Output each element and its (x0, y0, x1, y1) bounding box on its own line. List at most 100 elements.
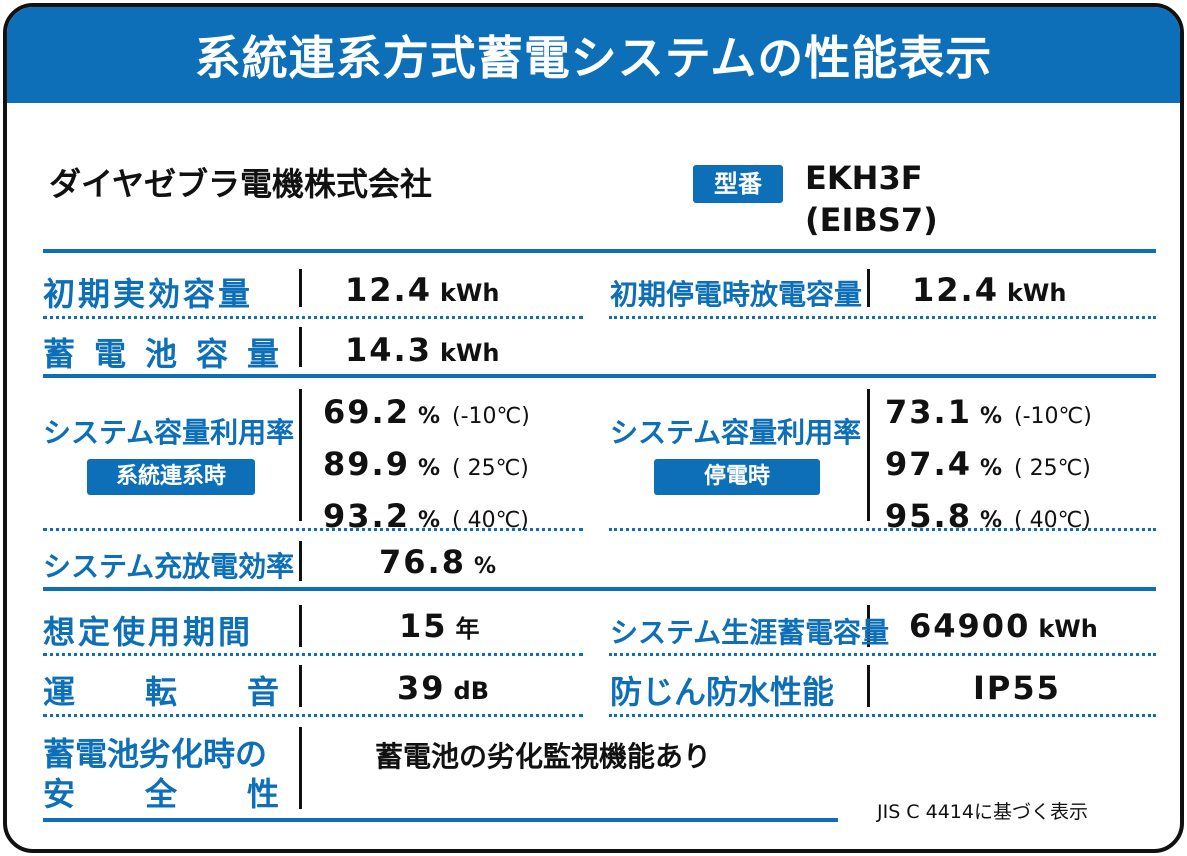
utilization-value: 97.4 (885, 445, 972, 483)
separator (299, 727, 302, 809)
jis-footnote: JIS C 4414に基づく表示 (877, 801, 1088, 823)
initial-outage-capacity-number: 12.4 (912, 271, 999, 309)
temperature-condition: ( 25℃) (452, 456, 529, 481)
utilization-value: 69.2 (323, 393, 410, 431)
initial-capacity-value: 12.4 kWh (345, 271, 499, 309)
efficiency-label: システム充放電効率 (43, 550, 295, 583)
separator (299, 269, 302, 307)
lifetime-capacity-label: システム生涯蓄電容量 (610, 616, 890, 649)
percent-unit: % (979, 404, 1002, 429)
label-char: 運 (43, 673, 76, 711)
initial-outage-capacity-unit: kWh (1006, 279, 1067, 307)
separator (299, 389, 302, 521)
divider-utilization (43, 374, 1156, 378)
efficiency-value: 76.8% (379, 543, 496, 581)
utilization-outage-entry: 95.8% ( 40℃) (885, 493, 1092, 545)
model-number: EKH3F (EIBS7) (805, 157, 938, 241)
temperature-condition: ( 25℃) (1014, 456, 1091, 481)
utilization-value: 89.9 (323, 445, 410, 483)
separator (299, 327, 302, 367)
efficiency-unit: % (473, 554, 496, 579)
lifetime-capacity-value: 64900 kWh (909, 607, 1098, 645)
divider-lifetime (43, 587, 1156, 591)
divider-top (43, 249, 1156, 253)
noise-value: 39 dB (397, 669, 489, 707)
model-line-1: EKH3F (805, 159, 923, 197)
initial-outage-capacity-label: 初期停電時放電容量 (610, 278, 863, 311)
battery-capacity-unit: kWh (439, 339, 500, 367)
battery-capacity-label: 蓄 電 池 容 量 (43, 329, 279, 375)
initial-capacity-unit: kWh (439, 279, 500, 307)
utilization-outage-label: システム容量利用率 (610, 416, 862, 449)
lifetime-capacity-unit: kWh (1038, 615, 1098, 643)
safety-label-line-2: 安 全 性 (43, 769, 279, 815)
model-line-2: (EIBS7) (805, 201, 938, 239)
utilization-outage-badge: 停電時 (654, 459, 820, 495)
dotted-line (609, 528, 1156, 531)
protection-value: IP55 (973, 669, 1061, 707)
label-char: 全 (144, 775, 177, 813)
percent-unit: % (979, 508, 1002, 533)
label-char: 安 (43, 775, 76, 813)
lifetime-number: 15 (399, 607, 448, 645)
separator (299, 541, 302, 581)
separator (867, 389, 870, 521)
safety-value: 蓄電池の劣化監視機能あり (375, 740, 712, 773)
dotted-line (43, 528, 583, 531)
dotted-line (609, 714, 1156, 717)
label-char: 転 (144, 673, 177, 711)
battery-capacity-value: 14.3 kWh (345, 331, 499, 369)
temperature-condition: (-10℃) (1014, 404, 1092, 429)
label-char: 量 (246, 335, 279, 373)
safety-label-line-1: 蓄電池劣化時の (43, 735, 268, 773)
utilization-grid-values: 69.2% (-10℃) 89.9% ( 25℃) 93.2% ( 40℃) (323, 389, 530, 545)
battery-capacity-number: 14.3 (345, 331, 432, 369)
noise-label: 運 転 音 (43, 667, 279, 713)
utilization-outage-entry: 97.4% ( 25℃) (885, 441, 1092, 493)
protection-label: 防じん防水性能 (610, 673, 835, 711)
utilization-grid-label: システム容量利用率 (43, 416, 295, 449)
utilization-outage-entry: 73.1% (-10℃) (885, 389, 1092, 441)
percent-unit: % (417, 456, 440, 481)
initial-capacity-number: 12.4 (345, 271, 432, 309)
separator (299, 605, 302, 647)
lifetime-value: 15 年 (399, 607, 480, 645)
utilization-outage-values: 73.1% (-10℃) 97.4% ( 25℃) 95.8% ( 40℃) (885, 389, 1092, 545)
noise-number: 39 (397, 669, 446, 707)
utilization-value: 93.2 (323, 497, 410, 535)
percent-unit: % (417, 404, 440, 429)
temperature-condition: ( 40℃) (1014, 508, 1091, 533)
dotted-line (609, 316, 1156, 319)
label-char: 容 (195, 335, 228, 373)
divider-bottom (43, 818, 838, 822)
company-name: ダイヤゼブラ電機株式会社 (49, 165, 433, 203)
dotted-line (43, 316, 583, 319)
temperature-condition: (-10℃) (452, 404, 530, 429)
label-char: 性 (246, 775, 279, 813)
dotted-line (43, 653, 583, 656)
noise-unit: dB (453, 677, 490, 705)
separator (867, 269, 870, 307)
utilization-value: 95.8 (885, 497, 972, 535)
percent-unit: % (417, 508, 440, 533)
label-char: 電 (93, 335, 126, 373)
label-char: 池 (144, 335, 177, 373)
lifetime-label: 想定使用期間 (43, 613, 254, 651)
utilization-value: 73.1 (885, 393, 972, 431)
label-char: 音 (246, 673, 279, 711)
dotted-line (43, 714, 583, 717)
utilization-grid-entry: 89.9% ( 25℃) (323, 441, 530, 493)
lifetime-unit: 年 (455, 615, 480, 643)
dotted-line (609, 653, 1156, 656)
lifetime-capacity-number: 64900 (909, 607, 1031, 645)
initial-outage-capacity-value: 12.4 kWh (912, 271, 1066, 309)
utilization-grid-entry: 69.2% (-10℃) (323, 389, 530, 441)
percent-unit: % (979, 456, 1002, 481)
separator (867, 665, 870, 707)
label-char: 蓄 (43, 335, 76, 373)
utilization-grid-entry: 93.2% ( 40℃) (323, 493, 530, 545)
separator (867, 605, 870, 647)
model-badge: 型番 (693, 165, 783, 203)
initial-capacity-label: 初期実効容量 (43, 275, 254, 313)
efficiency-number: 76.8 (379, 543, 466, 581)
